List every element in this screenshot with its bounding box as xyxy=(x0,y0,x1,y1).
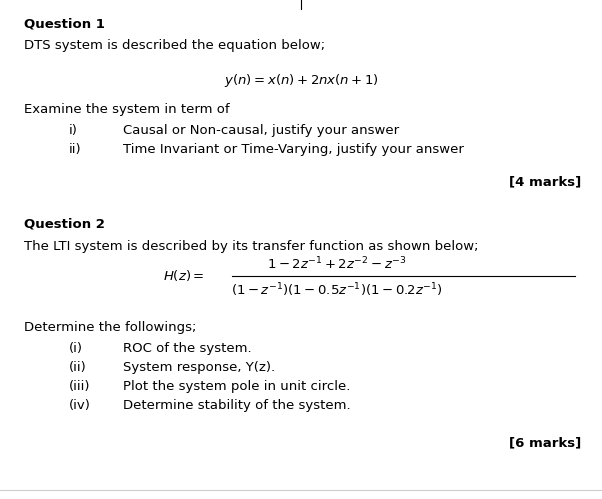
Text: i): i) xyxy=(69,124,78,137)
Text: [6 marks]: [6 marks] xyxy=(509,436,581,449)
Text: ii): ii) xyxy=(69,143,82,156)
Text: (ii): (ii) xyxy=(69,361,87,374)
Text: $H(z) =$: $H(z) =$ xyxy=(163,268,204,283)
Text: Question 2: Question 2 xyxy=(24,218,105,231)
Text: Time Invariant or Time-Varying, justify your answer: Time Invariant or Time-Varying, justify … xyxy=(123,143,464,156)
Text: Determine stability of the system.: Determine stability of the system. xyxy=(123,399,351,412)
Text: DTS system is described the equation below;: DTS system is described the equation bel… xyxy=(24,39,325,52)
Text: Determine the followings;: Determine the followings; xyxy=(24,321,196,334)
Text: $(1 - z^{-1})(1 - 0.5z^{-1})(1 - 0.2z^{-1})$: $(1 - z^{-1})(1 - 0.5z^{-1})(1 - 0.2z^{-… xyxy=(231,281,443,298)
Text: (iv): (iv) xyxy=(69,399,91,412)
Text: The LTI system is described by its transfer function as shown below;: The LTI system is described by its trans… xyxy=(24,240,479,252)
Text: (iii): (iii) xyxy=(69,380,91,393)
Text: ROC of the system.: ROC of the system. xyxy=(123,342,252,355)
Text: System response, Y(z).: System response, Y(z). xyxy=(123,361,276,374)
Text: $1 - 2z^{-1} + 2z^{-2} - z^{-3}$: $1 - 2z^{-1} + 2z^{-2} - z^{-3}$ xyxy=(267,255,407,272)
Text: $y(n) = x(n) + 2nx(n+1)$: $y(n) = x(n) + 2nx(n+1)$ xyxy=(223,72,379,89)
Text: Question 1: Question 1 xyxy=(24,17,105,30)
Text: Causal or Non-causal, justify your answer: Causal or Non-causal, justify your answe… xyxy=(123,124,400,137)
Text: [4 marks]: [4 marks] xyxy=(509,175,581,188)
Text: (i): (i) xyxy=(69,342,83,355)
Text: Examine the system in term of: Examine the system in term of xyxy=(24,103,230,116)
Text: Plot the system pole in unit circle.: Plot the system pole in unit circle. xyxy=(123,380,351,393)
